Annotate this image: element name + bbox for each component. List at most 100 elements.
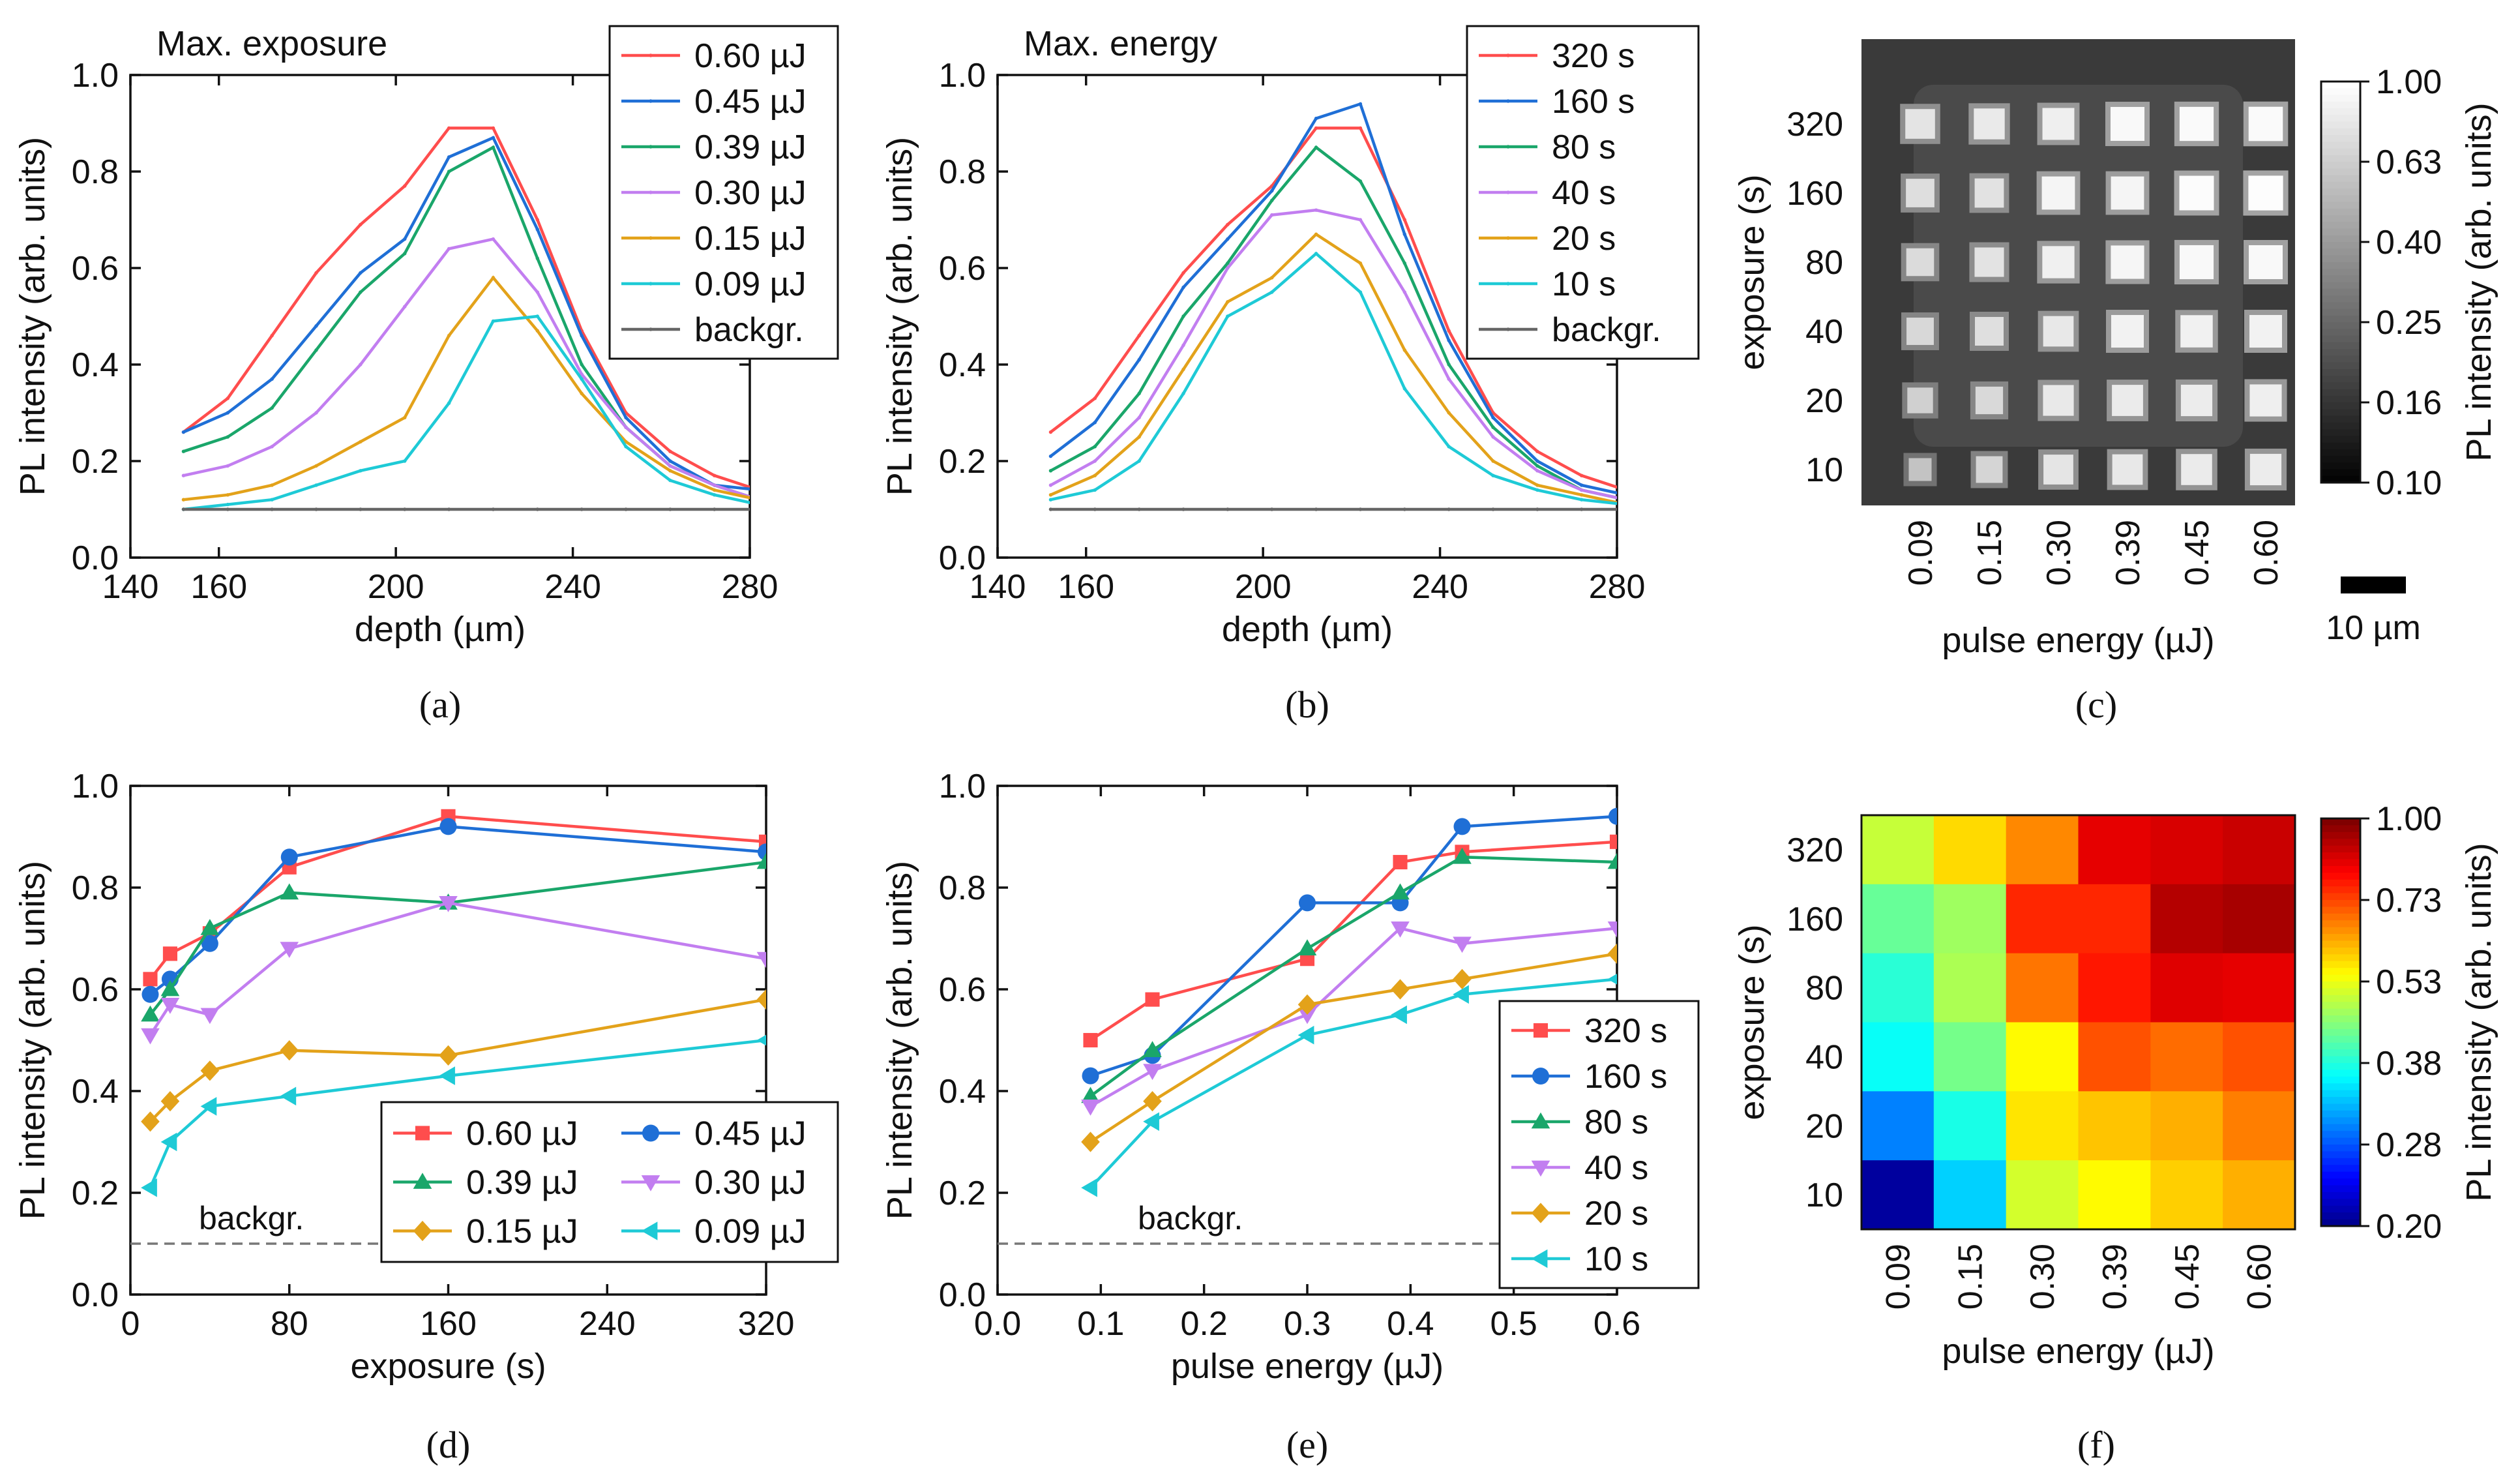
y-category-label: 320 xyxy=(1786,831,1843,869)
chart-title: Max. energy xyxy=(1024,24,1217,63)
data-point xyxy=(1535,464,1539,468)
heat-cell xyxy=(1906,318,1934,345)
data-point xyxy=(1143,1041,1162,1057)
heat-cell xyxy=(2006,884,2079,954)
data-point xyxy=(580,507,584,511)
y-axis-label: exposure (s) xyxy=(1732,174,1771,370)
colorbar-tick-label: 0.73 xyxy=(2376,882,2442,920)
heat-cell xyxy=(2041,176,2075,210)
data-point xyxy=(1297,1008,1317,1025)
colorbar-step xyxy=(2321,1063,2360,1071)
heat-cell xyxy=(2150,815,2223,885)
data-point xyxy=(1506,282,1510,286)
data-point xyxy=(1624,503,1627,506)
series-line xyxy=(149,1038,766,1189)
data-point xyxy=(535,228,539,232)
data-point xyxy=(447,247,451,251)
heat-cell xyxy=(2223,1022,2296,1092)
colorbar-step xyxy=(2321,873,2360,880)
data-point xyxy=(491,126,496,130)
colorbar-step xyxy=(2321,376,2360,383)
data-point xyxy=(270,377,274,381)
data-point xyxy=(1531,1203,1550,1223)
data-point xyxy=(359,222,363,227)
series-line xyxy=(149,825,766,996)
data-point xyxy=(447,333,451,338)
colorbar-step xyxy=(2321,295,2360,303)
series-line xyxy=(149,901,766,1036)
data-point xyxy=(1532,1068,1549,1085)
colorbar-step xyxy=(2321,839,2360,846)
colorbar-step xyxy=(2321,315,2360,323)
data-point xyxy=(1402,507,1406,511)
data-point xyxy=(1270,188,1274,193)
data-point xyxy=(1402,387,1406,391)
data-point xyxy=(1081,1178,1097,1197)
data-point xyxy=(1531,1112,1550,1129)
data-point xyxy=(1580,498,1584,502)
data-point xyxy=(1447,363,1451,367)
data-point xyxy=(757,507,760,511)
heat-cell xyxy=(2110,106,2145,142)
colorbar-step xyxy=(2321,422,2360,430)
data-point xyxy=(649,190,653,194)
heat-cell xyxy=(2043,455,2073,485)
data-point xyxy=(200,1097,217,1116)
y-category-label: 10 xyxy=(1805,451,1843,489)
colorbar-frame xyxy=(2320,817,2362,1227)
series-0-15-J xyxy=(141,989,766,1132)
colorbar-step xyxy=(2321,968,2360,976)
x-tick-label: 320 xyxy=(738,1305,795,1343)
data-point xyxy=(403,237,407,241)
data-point xyxy=(757,498,760,502)
data-point xyxy=(1624,498,1627,502)
data-point xyxy=(535,290,539,294)
y-axis-label: PL intensity (arb. units) xyxy=(880,137,919,496)
colorbar-step xyxy=(2321,845,2360,854)
data-point xyxy=(757,488,760,492)
heat-cell xyxy=(1908,458,1932,481)
y-tick-label: 1.0 xyxy=(72,768,119,805)
legend-label: 0.60 µJ xyxy=(694,37,807,75)
x-tick-label: 240 xyxy=(544,568,601,606)
series-80-s xyxy=(1048,145,1617,500)
data-point xyxy=(1506,327,1510,331)
x-tick-label: 200 xyxy=(368,568,424,606)
colorbar-step xyxy=(2321,859,2360,867)
data-point xyxy=(1402,261,1406,265)
heat-cell xyxy=(2249,384,2282,417)
data-point xyxy=(1314,232,1318,236)
legend-label: 320 s xyxy=(1584,1012,1667,1050)
chart-title: Max. exposure xyxy=(156,24,387,63)
x-category-label: 0.45 xyxy=(2169,1244,2206,1310)
data-point xyxy=(226,502,230,507)
series-line xyxy=(1050,102,1617,495)
x-tick-label: 160 xyxy=(190,568,247,606)
data-point xyxy=(226,493,230,497)
colorbar-step xyxy=(2321,988,2360,996)
data-point xyxy=(1093,397,1097,400)
data-point xyxy=(1391,883,1410,900)
data-point xyxy=(1535,483,1539,487)
colorbar-step xyxy=(2321,1158,2360,1166)
data-point xyxy=(160,980,180,996)
heat-cell xyxy=(2179,245,2214,280)
series-10-s xyxy=(1081,974,1617,1197)
heat-cell xyxy=(2150,1160,2223,1230)
colorbar-step xyxy=(2321,248,2360,256)
scale-bar-label: 10 µm xyxy=(2326,609,2421,647)
data-point xyxy=(1402,290,1406,294)
colorbar-tick-label: 0.40 xyxy=(2376,224,2442,262)
data-point xyxy=(270,483,274,487)
heat-cell xyxy=(1976,456,2003,483)
colorbar-label: PL intensity (arb. units) xyxy=(2459,843,2498,1201)
colorbar-step xyxy=(2321,1117,2360,1125)
panel-caption: (a) xyxy=(419,683,461,726)
data-point xyxy=(1048,430,1053,434)
data-point xyxy=(1137,435,1141,439)
y-category-label: 40 xyxy=(1805,1038,1843,1076)
x-tick-label: 160 xyxy=(420,1305,477,1343)
data-point xyxy=(1143,1091,1162,1112)
heat-cell xyxy=(2042,246,2075,278)
data-point xyxy=(535,256,539,260)
